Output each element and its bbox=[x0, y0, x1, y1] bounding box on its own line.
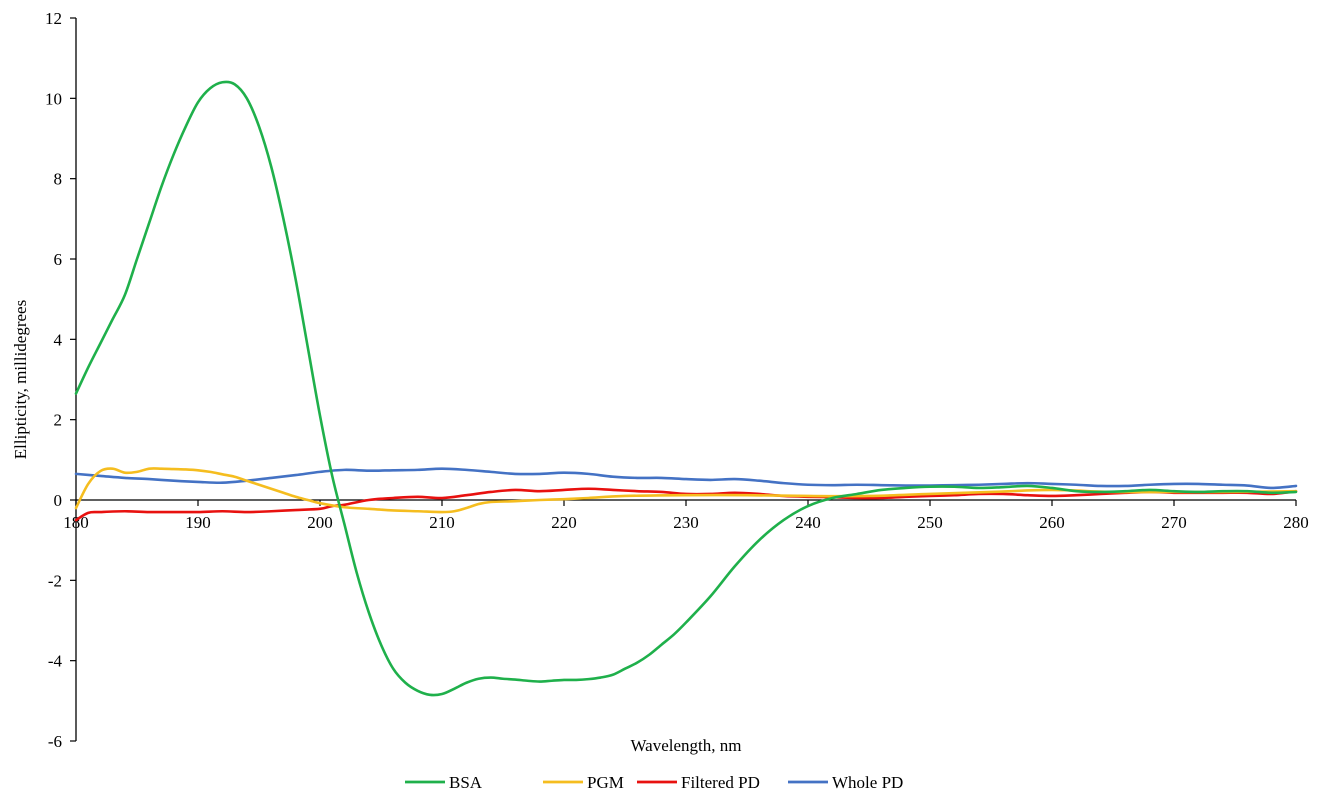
legend-label-filtered-pd: Filtered PD bbox=[681, 773, 760, 792]
x-tick-label: 190 bbox=[185, 513, 211, 532]
x-tick-label: 240 bbox=[795, 513, 821, 532]
x-axis-title: Wavelength, nm bbox=[631, 736, 742, 755]
series-line-whole-pd bbox=[74, 467, 1298, 490]
x-tick-label: 200 bbox=[307, 513, 333, 532]
y-tick-label: 8 bbox=[54, 170, 63, 189]
legend-label-pgm: PGM bbox=[587, 773, 624, 792]
x-tick-label: 260 bbox=[1039, 513, 1065, 532]
legend-label-bsa: BSA bbox=[449, 773, 483, 792]
y-tick-label: -2 bbox=[48, 571, 62, 590]
legend-label-whole-pd: Whole PD bbox=[832, 773, 903, 792]
series-line-filtered-pd bbox=[74, 487, 1298, 522]
legend: BSA PGM Filtered PD Whole PD bbox=[405, 773, 903, 792]
y-tick-label: 12 bbox=[45, 9, 62, 28]
y-tick-label: 2 bbox=[54, 411, 63, 430]
y-tick-label: 4 bbox=[54, 330, 63, 349]
x-tick-label: 230 bbox=[673, 513, 699, 532]
x-tick-label: 220 bbox=[551, 513, 577, 532]
y-tick-label: 6 bbox=[54, 250, 63, 269]
y-tick-label: 10 bbox=[45, 89, 62, 108]
y-tick-label: 0 bbox=[54, 491, 63, 510]
series-lines bbox=[74, 80, 1298, 697]
y-tick-label: -4 bbox=[48, 652, 63, 671]
x-tick-label: 280 bbox=[1283, 513, 1309, 532]
y-tick-label: -6 bbox=[48, 732, 62, 751]
x-tick-label: 210 bbox=[429, 513, 455, 532]
y-axis-title: Ellipticity, millidegrees bbox=[11, 300, 30, 459]
x-tick-label: 270 bbox=[1161, 513, 1187, 532]
series-line-bsa bbox=[74, 80, 1298, 697]
axes: -6 -4 -2 0 2 4 6 8 10 12 180 190 200 210 220 230 240 250 2… bbox=[45, 9, 1309, 751]
x-tick-label: 250 bbox=[917, 513, 943, 532]
x-tick-label: 180 bbox=[63, 513, 89, 532]
